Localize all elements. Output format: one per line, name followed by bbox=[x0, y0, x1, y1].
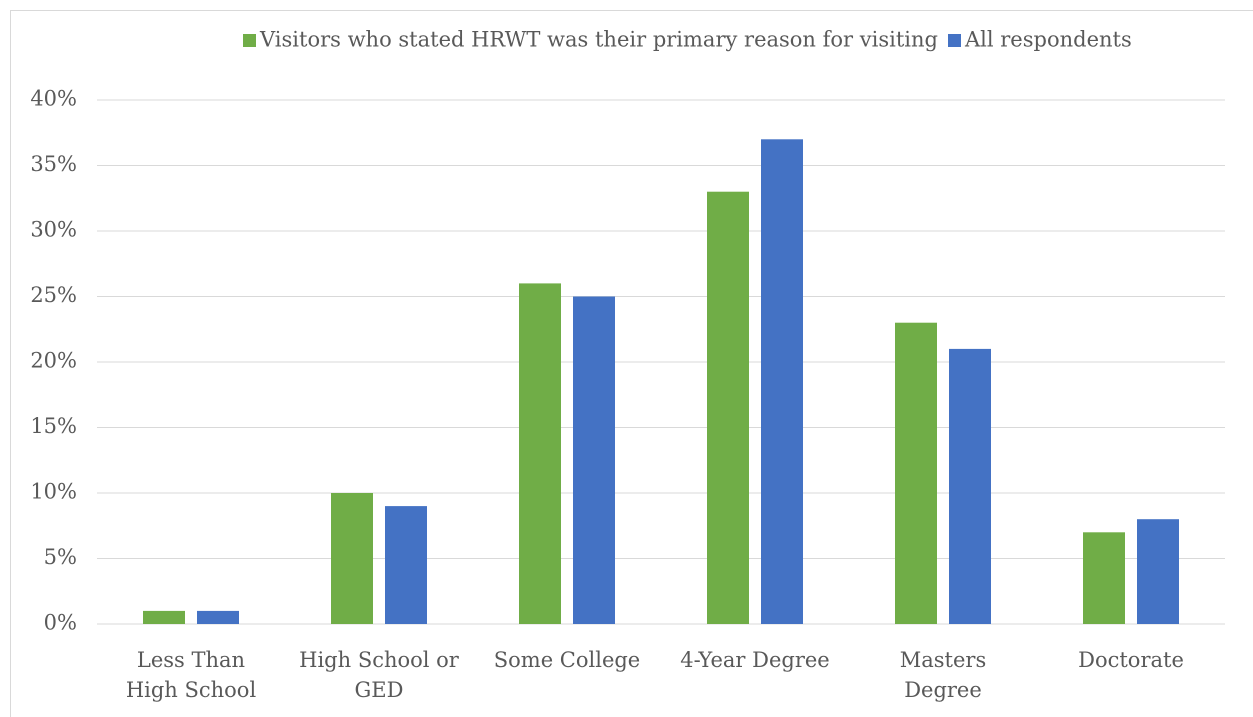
y-tick-label: 25% bbox=[30, 283, 77, 307]
bar bbox=[385, 506, 427, 624]
x-tick-label: Some College bbox=[493, 648, 641, 672]
y-tick-label: 5% bbox=[44, 545, 77, 569]
chart-border bbox=[10, 10, 1253, 717]
x-tick-label: Less Than High School bbox=[125, 648, 257, 702]
legend-swatch bbox=[243, 34, 256, 47]
y-tick-label: 30% bbox=[30, 218, 77, 242]
bar bbox=[573, 296, 615, 624]
y-tick-label: 15% bbox=[30, 414, 77, 438]
bar bbox=[895, 322, 937, 624]
bar bbox=[707, 191, 749, 624]
bar bbox=[519, 283, 561, 624]
x-tick-label: Masters Degree bbox=[899, 648, 987, 702]
bar bbox=[1083, 532, 1125, 624]
x-tick-label: High School or GED bbox=[299, 648, 459, 702]
x-tick-label: Doctorate bbox=[1078, 648, 1184, 672]
y-tick-label: 0% bbox=[44, 611, 77, 635]
legend-label: Visitors who stated HRWT was their prima… bbox=[259, 28, 938, 52]
legend-swatch bbox=[948, 34, 961, 47]
legend-label: All respondents bbox=[964, 28, 1132, 52]
bar bbox=[197, 610, 239, 624]
bar bbox=[331, 493, 373, 624]
x-tick-label: 4-Year Degree bbox=[680, 648, 830, 672]
y-tick-label: 35% bbox=[30, 152, 77, 176]
y-tick-label: 40% bbox=[30, 87, 77, 111]
bar bbox=[761, 139, 803, 625]
bar bbox=[1137, 519, 1179, 624]
y-tick-label: 20% bbox=[30, 349, 77, 373]
y-tick-label: 10% bbox=[30, 480, 77, 504]
bar bbox=[143, 610, 185, 624]
bar bbox=[949, 348, 991, 624]
